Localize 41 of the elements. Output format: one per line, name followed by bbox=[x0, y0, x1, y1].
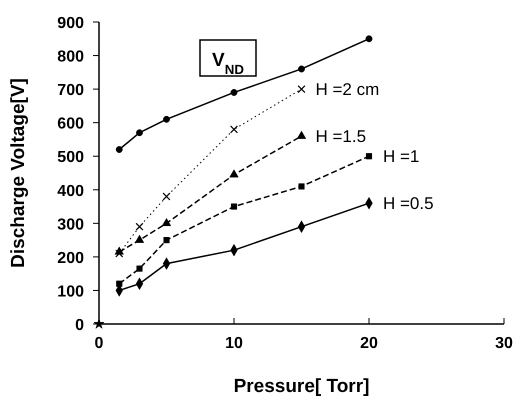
point bbox=[136, 129, 143, 136]
y-tick-label: 600 bbox=[57, 116, 84, 133]
x-tick-label: 30 bbox=[495, 335, 513, 352]
point bbox=[134, 234, 144, 243]
y-tick-label: 500 bbox=[57, 149, 84, 166]
y-tick-label: 700 bbox=[57, 82, 84, 100]
point bbox=[135, 222, 144, 231]
series-label: H =2 cm bbox=[316, 80, 380, 100]
point bbox=[366, 35, 372, 42]
y-tick-label: 100 bbox=[57, 283, 84, 300]
x-axis-title: Pressure[ Torr] bbox=[234, 376, 370, 397]
y-tick-label: 900 bbox=[57, 15, 84, 32]
point bbox=[230, 89, 238, 96]
y-tick-label: 200 bbox=[57, 250, 84, 267]
point bbox=[230, 203, 238, 210]
y-tick-label: 400 bbox=[57, 182, 84, 200]
point bbox=[116, 146, 123, 153]
point bbox=[298, 183, 305, 190]
series-label: H =0.5 bbox=[383, 194, 434, 214]
point bbox=[163, 116, 170, 123]
point bbox=[229, 169, 239, 178]
y-tick-label: 800 bbox=[57, 48, 84, 66]
y-tick-label: 300 bbox=[57, 216, 84, 234]
x-tick-label: 10 bbox=[225, 335, 243, 352]
point bbox=[366, 153, 372, 160]
point bbox=[114, 246, 124, 255]
point bbox=[163, 237, 170, 244]
y-tick-label: 0 bbox=[75, 317, 84, 334]
point bbox=[162, 192, 171, 200]
x-tick-label: 0 bbox=[94, 335, 104, 352]
point bbox=[297, 85, 306, 94]
point bbox=[162, 218, 172, 226]
series-label: H =1 bbox=[383, 147, 420, 166]
point bbox=[298, 66, 305, 72]
point bbox=[136, 266, 143, 272]
point bbox=[296, 130, 306, 139]
point bbox=[230, 125, 238, 134]
series-label: H =1.5 bbox=[316, 127, 366, 146]
annotation: V$_{ND}$ bbox=[212, 50, 244, 76]
x-tick-label: 20 bbox=[360, 335, 378, 352]
y-axis-title: Discharge Voltage[V] bbox=[8, 78, 29, 268]
